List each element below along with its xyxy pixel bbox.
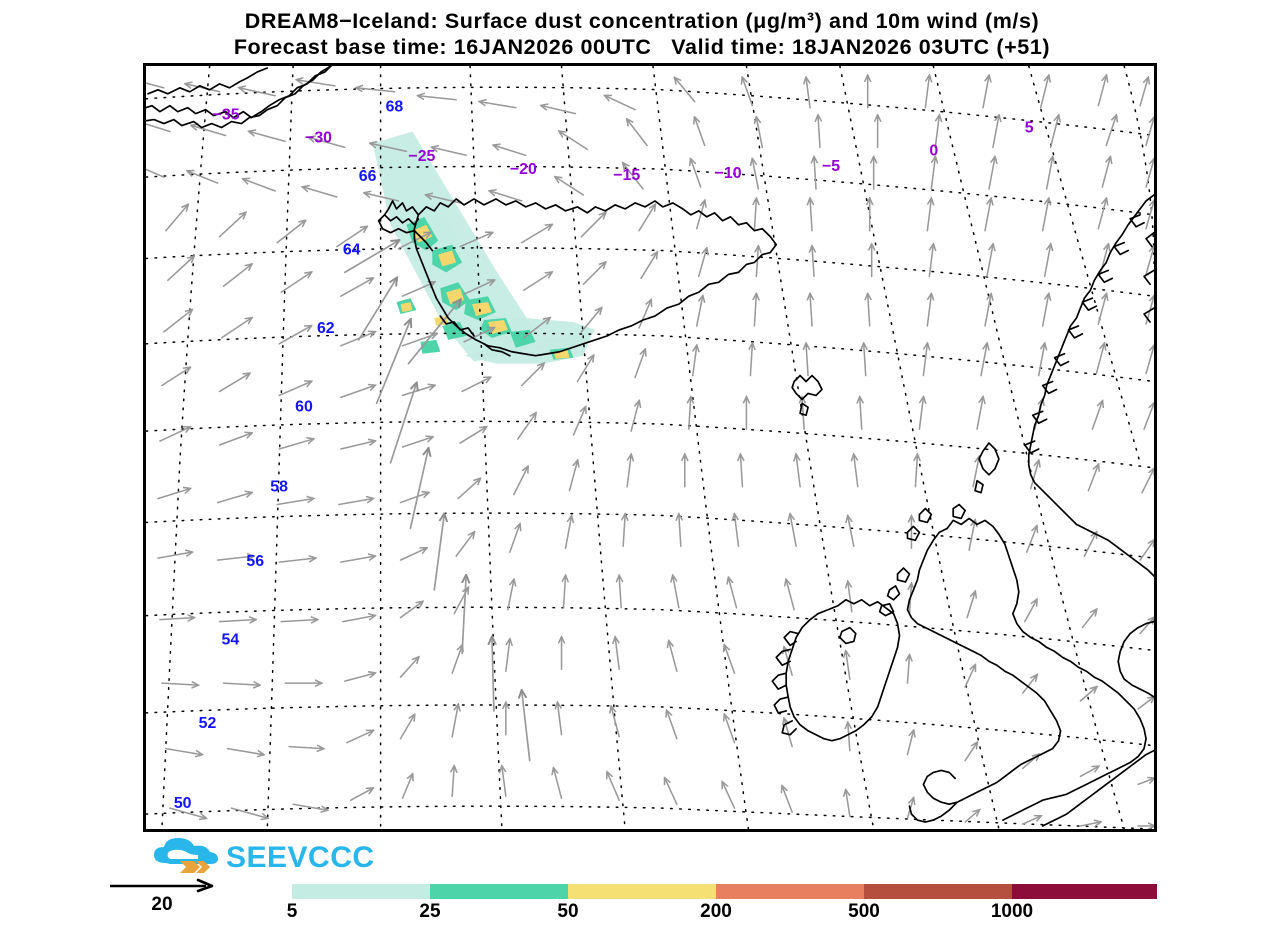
logo-text: SEEVCCC [226, 841, 375, 874]
colorbar-label-500: 500 [848, 901, 880, 922]
colorbar-segment-1000 [1012, 884, 1157, 899]
colorbar-label-50: 50 [557, 901, 579, 922]
logo-svg: SEEVCCC [154, 838, 375, 874]
colorbar-segment-200 [716, 884, 864, 899]
lon-label-m5: −5 [822, 158, 840, 175]
lon-label-m35: −35 [213, 107, 240, 124]
chart-title-block: DREAM8−Iceland: Surface dust concentrati… [0, 8, 1284, 60]
map-frame[interactable]: 68 66 64 62 60 58 56 54 52 50 −35 −30 −2… [143, 63, 1157, 832]
colorbar-tick-labels: 5 25 50 200 500 1000 [287, 901, 1157, 927]
colorbar-segment-500 [864, 884, 1012, 899]
dust-concentration-colorbar [292, 884, 1157, 899]
colorbar-segment-5 [292, 884, 430, 899]
title-line-1: DREAM8−Iceland: Surface dust concentrati… [244, 9, 1040, 33]
lat-label-62: 62 [317, 320, 335, 337]
colorbar-label-200: 200 [700, 901, 732, 922]
lat-label-58: 58 [270, 479, 288, 496]
lon-label-m20: −20 [510, 161, 537, 178]
wind-scale-label: 20 [151, 894, 173, 915]
lat-label-52: 52 [199, 715, 217, 732]
wind-vector-field [146, 76, 1154, 826]
lat-label-68: 68 [386, 99, 404, 116]
cloud-icon [154, 838, 218, 864]
seevccc-logo: SEEVCCC [148, 833, 378, 875]
title-line-2: Forecast base time: 16JAN2026 00UTC Vali… [233, 35, 1051, 59]
lat-label-50: 50 [174, 795, 192, 812]
colorbar-segment-25 [430, 884, 568, 899]
lat-label-64: 64 [343, 242, 361, 259]
lat-label-56: 56 [246, 553, 264, 570]
forecast-map[interactable]: 68 66 64 62 60 58 56 54 52 50 −35 −30 −2… [146, 66, 1154, 829]
latitude-labels: 68 66 64 62 60 58 56 54 52 50 [174, 99, 404, 813]
wind-streak-arrows [343, 241, 531, 762]
arrow-icon [180, 861, 210, 873]
colorbar-label-5: 5 [286, 901, 298, 922]
colorbar-label-1000: 1000 [990, 901, 1034, 922]
lat-label-54: 54 [222, 631, 240, 648]
lon-label-5: 5 [1025, 119, 1034, 136]
lon-label-0: 0 [929, 142, 938, 159]
longitude-labels: −35 −30 −25 −20 −15 −10 −5 0 5 [213, 107, 1034, 185]
wind-scale-arrow [110, 878, 214, 893]
lon-label-m10: −10 [715, 165, 742, 182]
colorbar-label-25: 25 [419, 901, 441, 922]
lat-label-60: 60 [295, 398, 313, 415]
wind-scale-reference: 20 [108, 878, 216, 918]
lon-label-m25: −25 [408, 148, 435, 165]
lat-label-66: 66 [359, 168, 377, 185]
lon-label-m30: −30 [305, 129, 332, 146]
lon-label-m15: −15 [613, 167, 640, 184]
coastlines [146, 66, 1154, 827]
colorbar-segment-50 [568, 884, 716, 899]
